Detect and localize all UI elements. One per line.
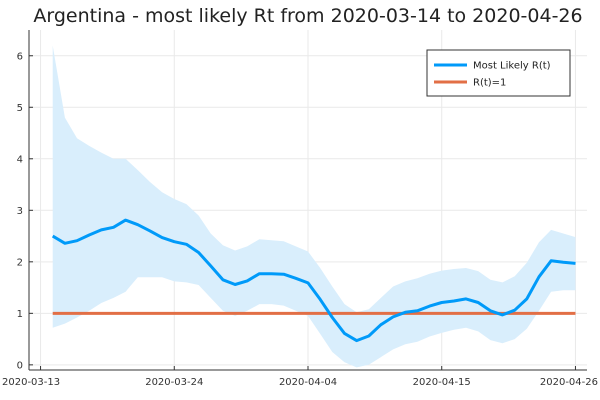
legend: Most Likely R(t) R(t)=1 [426,49,571,97]
y-tick-label: 2 [17,257,23,268]
x-tick-label: 2020-04-15 [413,377,471,388]
x-tick-label: 2020-03-24 [145,377,203,388]
credible-interval-band [52,45,576,368]
y-tick-label: 3 [17,206,23,217]
legend-box [426,49,571,97]
chart-title: Argentina - most likely Rt from 2020-03-… [33,5,582,27]
y-tick-label: 0 [17,360,23,371]
legend-label-most-likely: Most Likely R(t) [473,61,551,72]
x-tick-label: 2020-03-13 [2,377,60,388]
series-line-most-likely [51,218,576,343]
x-tick-label: 2020-04-04 [279,377,337,388]
y-tick-label: 5 [17,103,23,114]
x-tick-label: 2020-04-26 [540,377,598,388]
y-tick-label: 4 [17,154,23,165]
y-tick-label: 1 [17,309,23,320]
y-tick-label: 6 [17,51,23,62]
legend-label-reference: R(t)=1 [473,78,506,89]
